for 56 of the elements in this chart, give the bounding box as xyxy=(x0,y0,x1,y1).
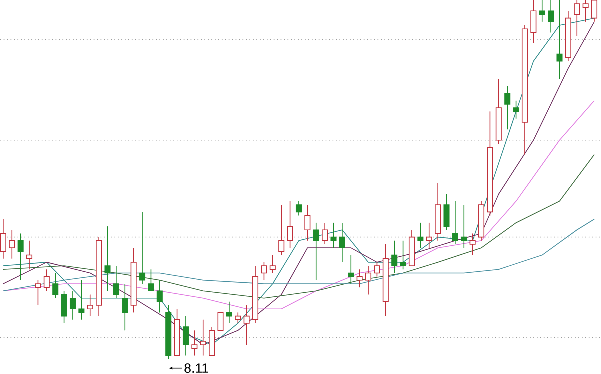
candlestick xyxy=(592,0,598,22)
candlestick xyxy=(444,194,450,230)
candlestick xyxy=(374,262,380,278)
candlestick xyxy=(140,212,146,284)
candlestick xyxy=(70,290,76,320)
candlestick xyxy=(392,240,398,274)
candlestick xyxy=(61,290,68,324)
candlestick xyxy=(18,233,24,281)
candlestick xyxy=(574,0,580,36)
candlestick xyxy=(426,222,432,248)
candlestick xyxy=(26,240,33,270)
candlestick xyxy=(556,0,563,80)
candlestick xyxy=(470,233,476,256)
candlestick xyxy=(330,222,337,248)
candlestick xyxy=(400,240,406,270)
candlestick xyxy=(52,272,59,299)
candlestick xyxy=(113,265,120,299)
candlestick xyxy=(182,316,189,356)
candlestick xyxy=(192,330,198,356)
candlestick xyxy=(582,0,589,22)
candlestick xyxy=(122,283,128,331)
candlestick xyxy=(156,280,163,313)
candlestick xyxy=(270,254,276,274)
candlestick xyxy=(87,294,94,317)
candlestick xyxy=(287,200,294,248)
candlestick xyxy=(44,269,50,292)
candlestick xyxy=(356,269,363,288)
candlestick xyxy=(548,0,554,33)
candlestick xyxy=(0,218,6,260)
candlestick xyxy=(104,226,111,292)
candlestick xyxy=(339,222,346,263)
candlestick xyxy=(452,200,458,245)
candlestick xyxy=(313,222,320,281)
candlestick xyxy=(9,230,16,260)
candlestick xyxy=(418,222,424,248)
candlestick xyxy=(304,204,311,242)
candlestick xyxy=(296,200,302,216)
candlestick xyxy=(78,280,85,320)
candlestick xyxy=(261,262,268,281)
candlestick xyxy=(200,319,206,356)
candlestick xyxy=(235,312,242,324)
candlestick xyxy=(366,265,372,295)
candlestick xyxy=(218,312,224,331)
candlestick xyxy=(322,222,328,245)
candlestick xyxy=(513,100,520,120)
candlestick xyxy=(504,86,511,130)
candlestick xyxy=(278,204,285,256)
candlestick xyxy=(348,254,354,284)
candlestick xyxy=(461,204,468,248)
candlestick xyxy=(539,0,546,22)
candlestick xyxy=(244,304,250,346)
candlestick xyxy=(148,269,154,292)
candlestick xyxy=(530,0,537,44)
candlestick xyxy=(35,280,42,306)
text: 8.11 xyxy=(184,363,208,373)
candlestick xyxy=(226,301,232,324)
